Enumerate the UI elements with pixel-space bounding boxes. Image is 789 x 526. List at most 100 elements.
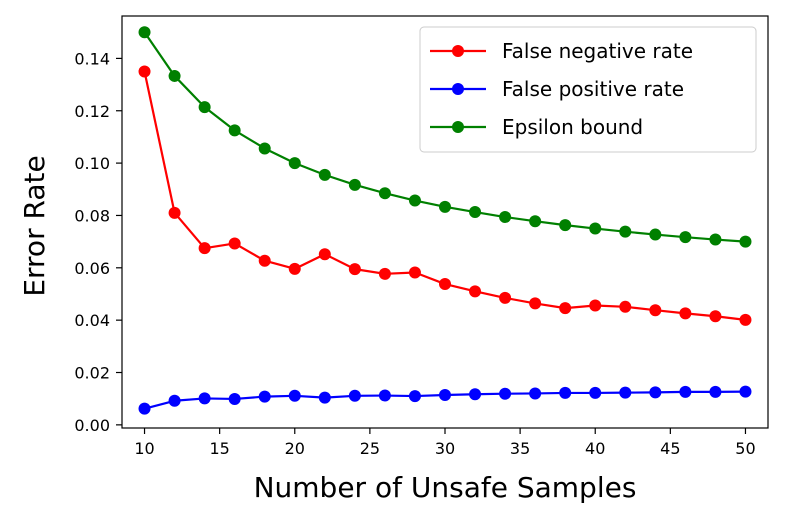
data-point-epsilon-bound [529,215,542,228]
x-axis-label: Number of Unsafe Samples [254,471,637,504]
x-axis-ticks: 10 15 20 25 30 35 40 45 50 [134,428,756,458]
legend-entry-false-positive-rate: False positive rate [430,77,684,101]
y-tick-label: 0.06 [74,259,110,278]
data-point-false-positive-rate [469,388,482,401]
y-tick-label: 0.00 [74,416,110,435]
data-point-false-positive-rate [649,386,662,399]
x-tick-label: 45 [660,439,680,458]
data-point-false-positive-rate [348,389,361,402]
data-point-false-negative-rate [679,307,692,320]
legend-marker-false-positive-rate [452,83,464,95]
x-tick-label: 20 [285,439,305,458]
data-point-epsilon-bound [378,187,391,200]
data-point-false-positive-rate [499,387,512,400]
series-false-negative-rate [138,65,752,326]
data-point-epsilon-bound [709,233,722,246]
data-point-epsilon-bound [619,225,632,238]
data-point-false-negative-rate [529,297,542,310]
data-point-false-negative-rate [348,263,361,276]
data-point-false-positive-rate [168,394,181,407]
y-axis-ticks: 0.00 0.02 0.04 0.06 0.08 0.10 0.12 0.14 [74,49,122,435]
data-point-false-negative-rate [288,262,301,275]
data-point-false-positive-rate [228,392,241,405]
data-point-epsilon-bound [198,101,211,114]
y-axis-label: Error Rate [18,155,51,296]
series-false-positive-rate [138,385,752,415]
data-point-false-negative-rate [709,310,722,323]
x-tick-label: 35 [510,439,530,458]
data-point-false-negative-rate [228,237,241,250]
data-point-false-negative-rate [408,266,421,279]
data-point-false-negative-rate [439,278,451,291]
data-point-false-negative-rate [619,300,632,313]
x-tick-label: 40 [585,439,605,458]
data-point-false-positive-rate [739,385,752,398]
x-tick-label: 30 [435,439,455,458]
data-point-false-positive-rate [408,390,421,403]
data-point-false-positive-rate [529,387,542,400]
data-point-false-negative-rate [138,65,151,78]
legend-marker-false-negative-rate [452,45,464,57]
data-point-false-positive-rate [559,386,572,399]
y-tick-label: 0.14 [74,49,110,68]
legend-entry-false-negative-rate: False negative rate [430,39,693,63]
legend-label-epsilon-bound: Epsilon bound [502,115,643,139]
y-tick-label: 0.02 [74,364,110,383]
data-point-epsilon-bound [318,168,331,181]
data-point-false-negative-rate [168,206,181,219]
data-point-false-positive-rate [258,390,271,403]
data-point-epsilon-bound [348,178,361,191]
legend-label-false-positive-rate: False positive rate [502,77,684,101]
data-point-epsilon-bound [739,235,752,248]
data-point-false-positive-rate [709,385,722,398]
data-point-false-negative-rate [589,299,602,312]
legend-marker-epsilon-bound [452,121,464,133]
data-point-epsilon-bound [288,157,301,170]
series-epsilon-bound [138,26,752,248]
data-point-false-positive-rate [679,385,692,398]
x-tick-label: 15 [209,439,229,458]
data-point-epsilon-bound [589,222,602,235]
y-tick-label: 0.04 [74,311,110,330]
data-point-false-negative-rate [318,248,331,261]
data-point-false-negative-rate [378,267,391,280]
data-point-false-positive-rate [198,392,211,405]
y-tick-label: 0.12 [74,102,110,121]
data-point-false-positive-rate [288,389,301,402]
x-tick-label: 50 [735,439,755,458]
data-point-false-positive-rate [378,389,391,402]
data-point-epsilon-bound [138,26,151,39]
data-point-epsilon-bound [469,206,482,219]
y-tick-label: 0.10 [74,154,110,173]
data-point-epsilon-bound [439,200,451,213]
data-point-false-positive-rate [589,386,602,399]
data-point-false-positive-rate [439,389,451,402]
data-point-epsilon-bound [679,231,692,244]
x-tick-label: 25 [360,439,380,458]
legend-label-false-negative-rate: False negative rate [502,39,693,63]
data-point-false-negative-rate [559,302,572,315]
data-point-false-positive-rate [318,391,331,404]
y-tick-label: 0.08 [74,206,110,225]
legend: False negative rate False positive rate Ep… [419,26,757,153]
data-point-epsilon-bound [228,124,241,137]
legend-entry-epsilon-bound: Epsilon bound [430,115,643,139]
legend-box [419,26,757,153]
data-point-epsilon-bound [559,219,572,232]
data-point-false-negative-rate [649,304,662,317]
data-point-epsilon-bound [168,69,181,82]
data-point-epsilon-bound [258,142,271,155]
data-point-false-negative-rate [469,285,482,298]
series-layer [138,26,752,415]
data-point-false-negative-rate [258,254,271,267]
data-point-false-negative-rate [739,313,752,326]
data-point-false-positive-rate [138,402,151,415]
data-point-false-positive-rate [619,386,632,399]
data-point-epsilon-bound [499,211,512,224]
data-point-false-negative-rate [198,242,211,255]
x-tick-label: 10 [134,439,154,458]
data-point-epsilon-bound [408,194,421,207]
data-point-false-negative-rate [499,291,512,304]
data-point-epsilon-bound [649,228,662,241]
